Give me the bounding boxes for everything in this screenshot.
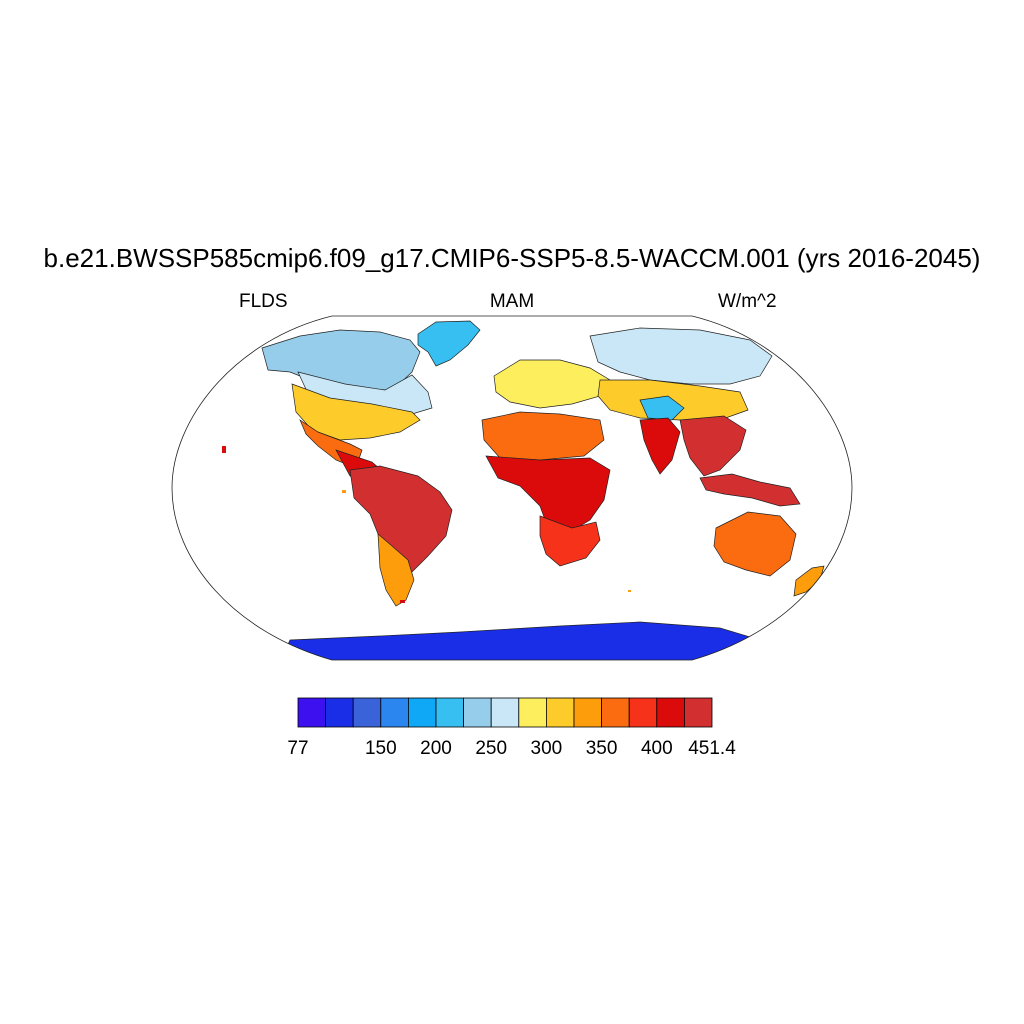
island <box>628 590 631 592</box>
region-siberia <box>589 327 773 385</box>
colorbar-swatch <box>490 697 520 728</box>
colorbar-labels: 77 150 200 250 300 350 400 451.4 <box>287 738 736 759</box>
colorbar-swatch <box>435 697 465 728</box>
colorbar-swatch <box>573 697 603 728</box>
colorbar <box>297 697 713 728</box>
map-boundary <box>171 315 853 661</box>
region-southeast-asia <box>679 415 747 477</box>
colorbar-swatch <box>518 697 547 728</box>
plot-title: b.e21.BWSSP585cmip6.f09_g17.CMIP6-SSP5-8… <box>43 243 981 273</box>
colorbar-tick-label: 400 <box>641 738 673 759</box>
colorbar-swatch <box>297 697 327 728</box>
region-antarctica <box>279 621 781 660</box>
colorbar-tick-label: 250 <box>475 738 507 759</box>
region-usa <box>291 383 421 441</box>
region-greenland <box>417 320 481 367</box>
region-tibet <box>639 395 685 421</box>
colorbar-swatch <box>380 697 409 728</box>
island <box>222 446 226 453</box>
region-north-africa <box>481 411 605 461</box>
season-label: MAM <box>489 291 535 312</box>
colorbar-swatch <box>352 697 382 728</box>
variable-label: FLDS <box>239 291 288 312</box>
colorbar-swatch <box>325 697 354 728</box>
colorbar-swatch <box>601 697 630 728</box>
land-layer <box>222 320 825 660</box>
region-india <box>639 417 681 475</box>
colorbar-tick-label: 77 <box>287 738 308 759</box>
region-indonesia <box>699 473 801 507</box>
colorbar-tick-label: 350 <box>586 738 618 759</box>
colorbar-tick-label: 300 <box>531 738 563 759</box>
colorbar-swatch <box>684 697 713 728</box>
region-europe <box>493 359 611 409</box>
colorbar-tick-label: 451.4 <box>688 738 736 759</box>
region-new-zealand <box>793 565 825 597</box>
colorbar-tick-label: 150 <box>365 738 397 759</box>
island <box>342 490 346 493</box>
region-south-america <box>349 465 453 591</box>
region-australia <box>713 511 797 577</box>
units-label: W/m^2 <box>718 291 777 312</box>
colorbar-swatch <box>656 697 685 728</box>
region-southern-africa <box>539 515 601 567</box>
island <box>400 600 405 603</box>
colorbar-swatch <box>463 697 492 728</box>
colorbar-swatch <box>407 697 437 728</box>
colorbar-tick-label: 200 <box>420 738 452 759</box>
region-south-america-south <box>377 533 415 607</box>
colorbar-swatch <box>546 697 575 728</box>
colorbar-swatch <box>628 697 658 728</box>
